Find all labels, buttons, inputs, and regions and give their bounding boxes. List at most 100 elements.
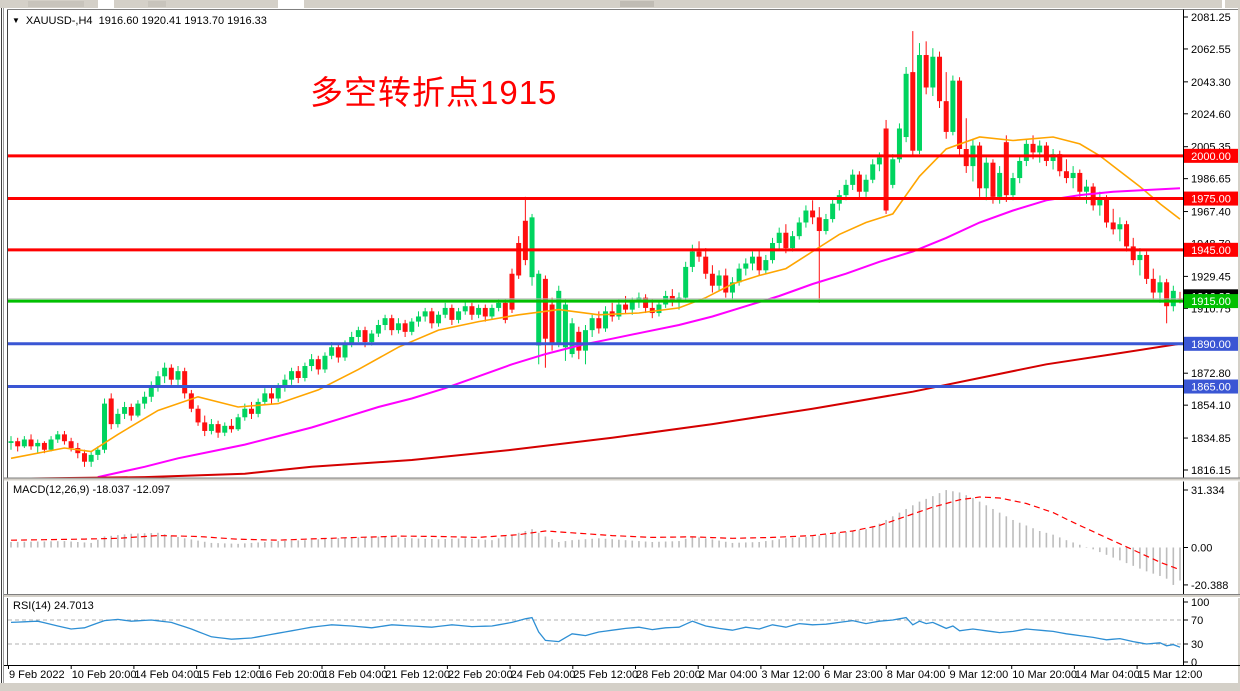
- candle-body: [816, 217, 822, 232]
- time-tick-label: 14 Feb 04:00: [134, 669, 199, 681]
- rsi-tick-label: 30: [1191, 639, 1203, 651]
- annotation-text[interactable]: 多空转折点1915: [310, 74, 558, 111]
- time-tick-label: 22 Feb 20:00: [448, 669, 513, 681]
- candle-body: [208, 424, 214, 431]
- candle-body: [783, 232, 789, 249]
- candle-body: [803, 210, 809, 223]
- candle-body: [269, 393, 275, 399]
- pane-divider-2[interactable]: [4, 594, 1240, 598]
- candle-body: [1124, 224, 1130, 247]
- candle-body: [963, 149, 969, 167]
- candle-body: [509, 273, 515, 310]
- candle-body: [422, 311, 428, 317]
- pane-divider-1[interactable]: [4, 477, 1240, 482]
- candle-body: [228, 425, 234, 430]
- candle-body: [456, 311, 462, 320]
- candle-body: [315, 359, 321, 370]
- candle-body: [429, 311, 435, 324]
- symbol-dropdown-arrow-icon[interactable]: ▼: [12, 16, 20, 25]
- candle-body: [1117, 224, 1123, 230]
- candle-body: [469, 306, 475, 315]
- macd-plot-area[interactable]: [8, 482, 1183, 594]
- price-tick-label: 1854.10: [1191, 400, 1231, 412]
- candle-body: [937, 56, 943, 102]
- main-chart-plot-area[interactable]: [8, 10, 1183, 478]
- hline-badge-label: 1945.00: [1191, 245, 1231, 257]
- price-tick-label: 1929.45: [1191, 271, 1231, 283]
- hline-badge-bg: [1184, 148, 1238, 163]
- candle-body: [81, 453, 87, 462]
- time-tick-label: 15 Feb 12:00: [197, 669, 262, 681]
- time-tick-label: 9 Mar 12:00: [950, 669, 1009, 681]
- hline-badge-label: 1975.00: [1191, 194, 1231, 206]
- candle-body: [1150, 278, 1156, 293]
- candle-body: [128, 407, 134, 416]
- price-tick-label: 1816.15: [1191, 465, 1231, 477]
- candle-body: [603, 311, 609, 329]
- candle-body: [95, 449, 101, 455]
- candle-body: [1037, 145, 1043, 153]
- hline-badge-bg: [1184, 379, 1238, 394]
- price-scale[interactable]: [1184, 10, 1240, 665]
- toolbar-notch: [98, 0, 114, 8]
- candle-body: [629, 301, 635, 310]
- rsi-tick-label: 0: [1191, 657, 1197, 669]
- candle-body: [1130, 246, 1136, 261]
- candle-body: [863, 179, 869, 192]
- candle-body: [142, 396, 148, 404]
- candle-body: [195, 408, 201, 423]
- price-tick-label: 2043.30: [1191, 77, 1231, 89]
- candle-body: [1050, 154, 1056, 161]
- candle-body: [830, 203, 836, 220]
- candle-body: [810, 210, 816, 218]
- candle-body: [850, 174, 856, 185]
- hline-badge-bg: [1184, 336, 1238, 351]
- time-tick-label: 6 Mar 23:00: [824, 669, 883, 681]
- candle-body: [1144, 254, 1150, 279]
- candle-body: [322, 355, 328, 370]
- time-scale[interactable]: [8, 666, 1183, 683]
- candle-body: [289, 371, 295, 380]
- candle-body: [108, 398, 114, 425]
- candle-body: [582, 330, 588, 351]
- candle-body: [870, 164, 876, 180]
- macd-tick-label: -20.388: [1191, 580, 1228, 592]
- time-tick-label: 21 Feb 12:00: [385, 669, 450, 681]
- candle-body: [1090, 186, 1096, 206]
- candle-body: [569, 323, 575, 355]
- candle-body: [188, 393, 194, 409]
- rsi-line: [10, 616, 1181, 648]
- candle-body: [1003, 142, 1009, 196]
- candle-body: [997, 172, 1003, 197]
- rsi-plot-area[interactable]: [8, 598, 1183, 665]
- candle-body: [35, 442, 41, 447]
- candle-body: [903, 73, 909, 138]
- candle-body: [723, 275, 729, 293]
- ohlc-values-label: 1916.60 1920.41 1913.70 1916.33: [98, 15, 267, 27]
- candle-body: [910, 72, 916, 151]
- candle-body: [856, 174, 862, 192]
- candle-body: [696, 251, 702, 257]
- price-tick-label: 2062.55: [1191, 44, 1231, 56]
- candle-body: [28, 439, 34, 447]
- candle-body: [335, 347, 341, 358]
- candle-body: [462, 306, 468, 312]
- candle-body: [776, 232, 782, 243]
- candle-body: [1030, 143, 1036, 153]
- candle-body: [556, 290, 562, 344]
- candle-body: [135, 403, 141, 416]
- candle-body: [950, 80, 956, 132]
- ma-line-fast: [10, 136, 1181, 460]
- hline-badge-label: 2000.00: [1191, 151, 1231, 163]
- candle-body: [75, 448, 81, 454]
- candle-body: [1077, 172, 1083, 192]
- candle-body: [476, 307, 482, 315]
- candle-body: [415, 316, 421, 322]
- candle-body: [489, 307, 495, 317]
- candle-body: [215, 424, 221, 433]
- time-tick-label: 10 Mar 20:00: [1012, 669, 1077, 681]
- candle-body: [896, 128, 902, 160]
- candle-body: [309, 359, 315, 367]
